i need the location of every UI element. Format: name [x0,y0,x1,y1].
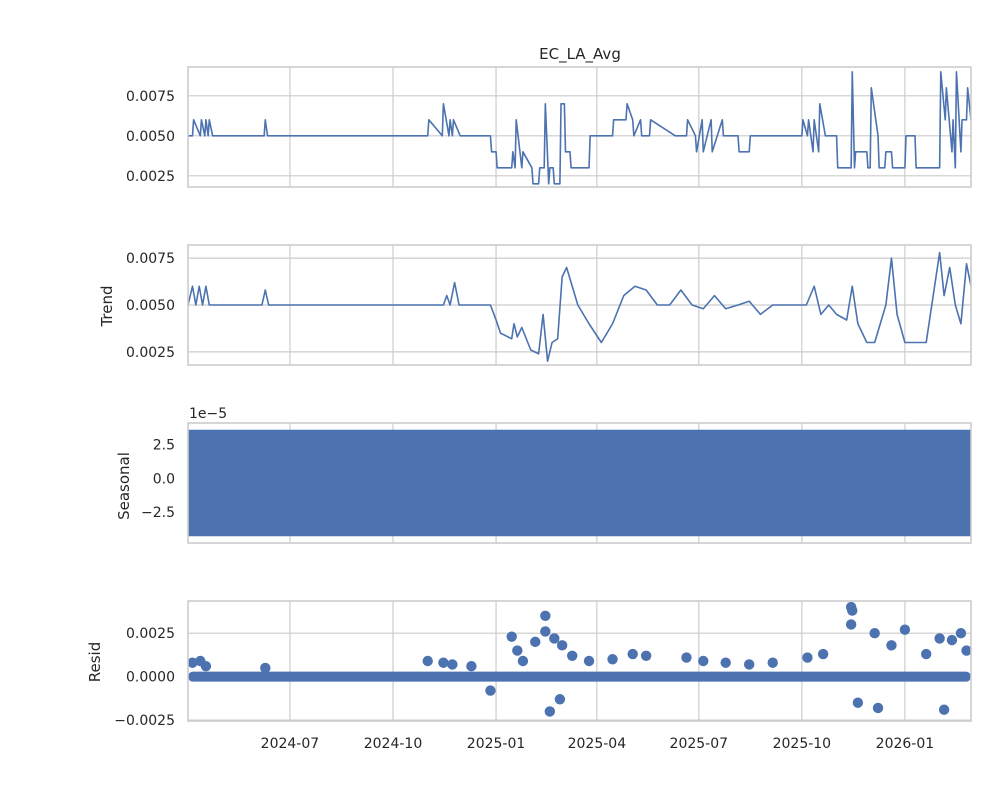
resid-point [886,640,897,651]
seasonal-offset-text: 1e−5 [189,406,227,422]
observed-title: EC_LA_Avg [539,45,621,64]
observed-frame [187,66,972,188]
resid-point [556,640,568,651]
resid-point [506,631,517,642]
resid-point [540,626,551,637]
resid-point [540,610,551,621]
observed-ytick-label: 0.0075 [126,89,175,105]
resid-point [869,627,880,639]
resid-point [583,655,595,667]
seasonal-frame [187,422,972,544]
resid-point [899,624,911,635]
resid-point [817,648,829,660]
trend-ytick-label: 0.0025 [126,345,175,361]
resid-point [544,706,556,717]
resid-point [447,659,458,670]
seasonal-ylabel: Seasonal [115,452,133,520]
resid-ytick-label: 0.0000 [126,670,175,686]
seasonal-band [188,429,971,537]
resid-point [802,652,813,663]
resid-ytick-label: 0.0025 [126,626,175,642]
observed-ytick-label: 0.0050 [126,129,175,145]
seasonal-ytick-label: 2.5 [153,438,175,454]
resid-ytick-label: −0.0025 [114,713,175,729]
resid-zero-band [188,671,971,682]
resid-point [681,652,692,663]
observed-panel: EC_LA_Avg 0.0025 0.0050 0.0075 [126,45,972,188]
resid-point [200,661,212,672]
resid-point [640,650,652,661]
resid-xtick-label: 2024-07 [261,736,320,752]
resid-xtick-label: 2024-10 [364,736,423,752]
resid-point [549,633,560,644]
resid-point [187,657,198,668]
seasonal-ytick-label: −2.5 [141,505,175,521]
trend-ytick-label: 0.0050 [126,298,175,314]
resid-point [920,648,932,660]
resid-point [512,645,523,656]
trend-ytick-label: 0.0075 [126,251,175,267]
resid-point [847,605,858,616]
resid-xtick-label: 2025-07 [670,736,729,752]
trend-panel: Trend 0.0025 0.0050 0.0075 [98,244,972,366]
resid-point [744,659,755,670]
resid-point [698,655,709,667]
seasonal-panel: Seasonal 1e−5 −2.5 0.0 2.5 [115,406,972,544]
observed-series-line [188,71,972,185]
trend-frame [187,244,972,366]
resid-point [554,694,566,705]
resid-point [961,645,972,656]
resid-point [938,704,950,715]
resid-point [946,634,958,646]
resid-point [466,661,477,672]
resid-point [260,662,271,674]
resid-xtick-label: 2025-04 [568,736,627,752]
resid-point [852,697,864,708]
trend-series-line [187,251,972,363]
resid-point [934,633,945,644]
seasonal-ytick-label: 0.0 [153,471,175,487]
trend-ylabel: Trend [98,285,116,327]
resid-xtick-label: 2025-01 [467,736,526,752]
resid-point [720,657,731,668]
resid-frame [187,600,972,722]
resid-point [485,685,496,696]
observed-ytick-label: 0.0025 [126,169,175,185]
resid-xtick-label: 2025-10 [773,736,832,752]
resid-point [845,619,857,630]
resid-point [530,636,541,648]
resid-point [517,655,529,667]
resid-point [567,650,578,661]
resid-ylabel: Resid [86,642,104,682]
resid-point [955,627,967,639]
resid-point [627,648,638,660]
resid-point [767,657,778,668]
resid-panel: Resid −0.0025 0.0000 0.0025 2024-07 2024-10 2… [86,600,972,752]
resid-point [607,654,618,665]
resid-point [438,657,449,668]
resid-point [872,702,884,714]
resid-xtick-label: 2026-01 [876,736,935,752]
resid-point [422,655,433,667]
